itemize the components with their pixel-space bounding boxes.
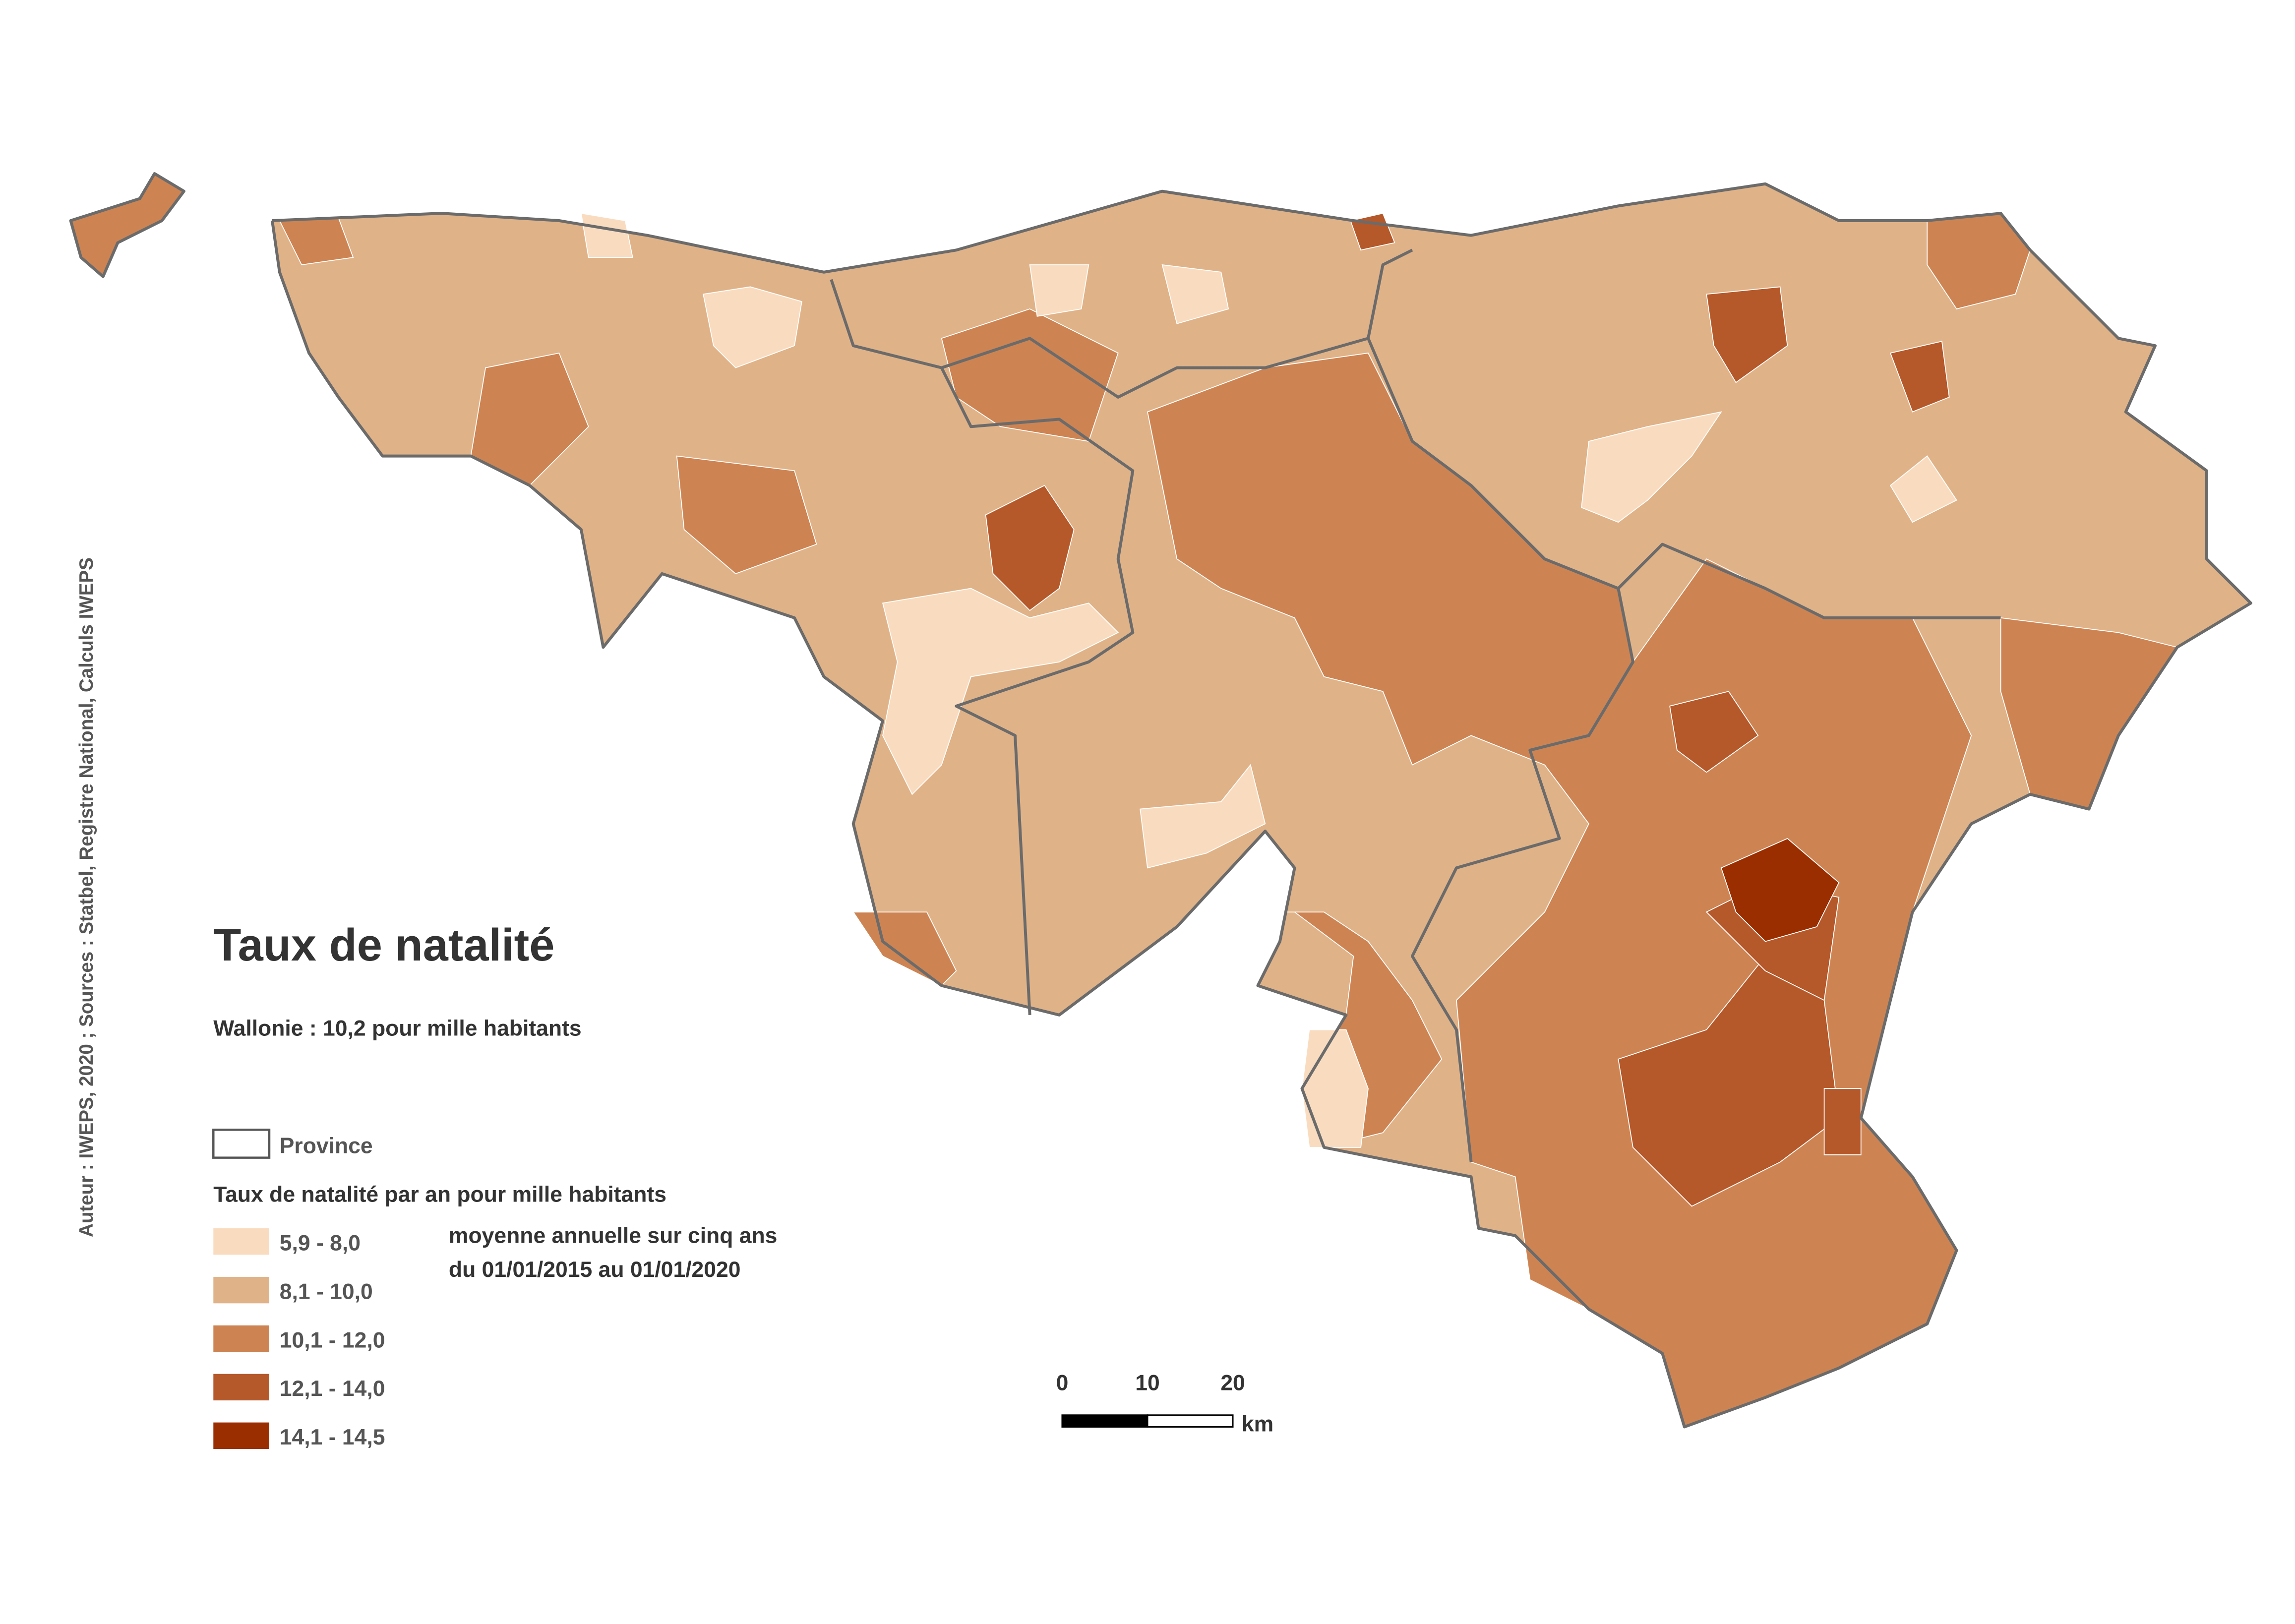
wallonia-map <box>69 172 2252 1429</box>
region <box>1140 764 1266 869</box>
province-swatch <box>212 1129 271 1159</box>
region <box>1161 264 1229 324</box>
legend-swatch <box>213 1276 270 1304</box>
region <box>470 352 589 486</box>
province-border <box>830 248 1413 399</box>
region <box>882 588 1119 795</box>
legend: 5,9 - 8,0 8,1 - 10,0 10,1 - 12,0 12,1 - 14,… <box>213 1228 385 1449</box>
legend-note: du 01/01/2015 au 01/01/2020 <box>449 1258 741 1282</box>
region <box>580 213 633 258</box>
region <box>1581 411 1722 523</box>
region <box>1029 264 1089 317</box>
subtitle: Wallonie : 10,2 pour mille habitants <box>213 1016 581 1040</box>
province-border <box>1367 338 2001 619</box>
region <box>1823 1088 1862 1155</box>
scale-segment <box>1147 1414 1234 1428</box>
legend-note: moyenne annuelle sur cinq ans <box>449 1224 778 1248</box>
region <box>985 484 1075 611</box>
scale-label: 0 <box>1056 1371 1069 1395</box>
region <box>1669 691 1759 773</box>
legend-label: 5,9 - 8,0 <box>280 1231 361 1256</box>
legend-swatch <box>213 1374 270 1401</box>
legend-label: 12,1 - 14,0 <box>280 1377 385 1401</box>
legend-swatch <box>213 1325 270 1352</box>
region <box>1706 286 1788 383</box>
scale-segment <box>1061 1414 1148 1428</box>
legend-boundary: Province <box>280 1134 373 1158</box>
scale-unit: km <box>1242 1412 1273 1436</box>
province-border <box>69 172 185 278</box>
legend-swatch <box>213 1422 270 1449</box>
region <box>676 455 817 574</box>
province-border <box>271 182 2252 1429</box>
legend-label: 14,1 - 14,5 <box>280 1425 385 1449</box>
legend-swatch <box>213 1228 270 1255</box>
legend-label: 10,1 - 12,0 <box>280 1328 385 1352</box>
scale-label: 20 <box>1220 1371 1245 1395</box>
legend-label: 8,1 - 10,0 <box>280 1279 373 1304</box>
credit: Auteur : IWEPS, 2020 ; Sources : Statbel… <box>76 557 97 1237</box>
region <box>1889 455 1957 523</box>
region <box>1720 838 1840 942</box>
region <box>703 286 802 368</box>
province-border <box>1411 588 1634 1162</box>
title: Taux de natalité <box>213 920 554 970</box>
scale-bar: 0 10 20 km <box>1056 1371 1274 1436</box>
region <box>1889 341 1950 413</box>
scale-label: 10 <box>1135 1371 1159 1395</box>
legend-title: Taux de natalité par an pour mille habit… <box>213 1183 666 1207</box>
province-border <box>940 367 1135 1016</box>
